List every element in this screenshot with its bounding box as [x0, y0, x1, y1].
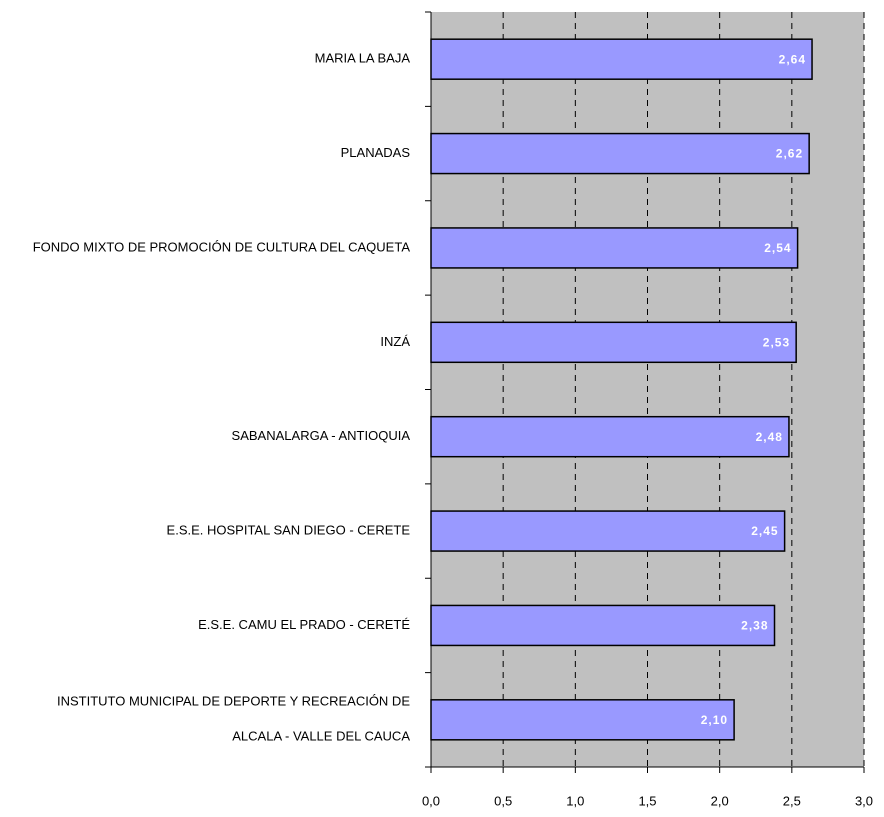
- value-label: 2,64: [779, 52, 806, 66]
- x-tick-label: 1,0: [566, 793, 584, 808]
- bar: [430, 604, 776, 647]
- y-tick-label: E.S.E. HOSPITAL SAN DIEGO - CERETE: [167, 523, 411, 538]
- x-tick-label: 2,0: [711, 793, 729, 808]
- bar: [430, 510, 786, 552]
- bar: [430, 321, 797, 364]
- value-label: 2,45: [751, 524, 778, 538]
- value-label: 2,48: [756, 430, 783, 444]
- x-tick-label: 0,5: [494, 793, 512, 808]
- value-label: 2,54: [764, 241, 791, 255]
- y-tick-label: FONDO MIXTO DE PROMOCIÓN DE CULTURA DEL …: [33, 239, 411, 254]
- bar: [430, 38, 813, 80]
- y-tick-label: SABANALARGA - ANTIOQUIA: [232, 428, 411, 443]
- value-label: 2,53: [763, 335, 790, 349]
- value-label: 2,38: [741, 619, 768, 633]
- bar: [430, 227, 799, 269]
- value-label: 2,10: [701, 713, 728, 727]
- y-tick-label: PLANADAS: [341, 145, 411, 160]
- y-tick-label: INSTITUTO MUNICIPAL DE DEPORTE Y RECREAC…: [57, 694, 410, 744]
- y-tick-label: MARIA LA BAJA: [315, 51, 411, 66]
- y-tick-label: INZÁ: [380, 334, 410, 349]
- x-tick-label: 0,0: [422, 793, 440, 808]
- x-tick-label: 2,5: [783, 793, 801, 808]
- value-label: 2,62: [776, 147, 803, 161]
- x-tick-label: 3,0: [855, 793, 873, 808]
- y-tick-label: E.S.E. CAMU EL PRADO - CERETÉ: [198, 617, 410, 632]
- bar: [430, 132, 810, 175]
- bar: [430, 699, 735, 741]
- bar: [430, 415, 790, 458]
- x-tick-label: 1,5: [638, 793, 656, 808]
